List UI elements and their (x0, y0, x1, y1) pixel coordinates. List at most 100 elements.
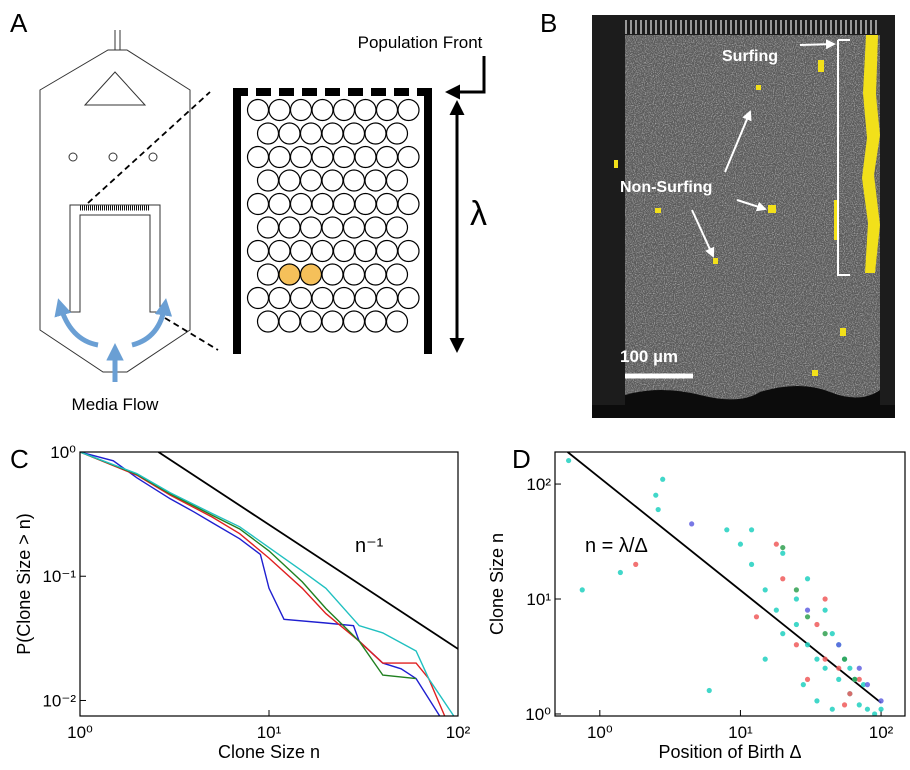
y-tick-label: 10⁻¹ (42, 567, 76, 586)
point (780, 544, 786, 551)
cell (397, 286, 420, 310)
x-tick-label: 10² (869, 723, 894, 742)
x-tick-label: 10⁰ (587, 723, 613, 742)
cell (375, 286, 399, 310)
point (773, 607, 779, 613)
chamber-wall (233, 88, 241, 354)
point (748, 561, 755, 567)
front-arrow (445, 56, 486, 100)
point (847, 665, 853, 671)
dark-edge (592, 386, 895, 418)
y-tick-label: 10⁰ (50, 443, 76, 462)
point (804, 614, 811, 620)
point (793, 642, 799, 648)
y-tick-label: 10⁻² (42, 691, 76, 710)
cell (332, 286, 356, 310)
cell (256, 169, 280, 192)
point (822, 656, 828, 662)
x-tick-label: 10¹ (257, 723, 282, 742)
cell (246, 192, 270, 216)
point (660, 476, 666, 482)
non-surfing-label: Non-Surfing (620, 179, 712, 196)
point (800, 682, 806, 688)
flow-arrow (54, 298, 99, 348)
point (836, 642, 842, 648)
point (762, 656, 768, 662)
cell (385, 310, 409, 333)
cell (332, 98, 356, 122)
panel-label: D (512, 444, 531, 474)
cell (342, 263, 366, 286)
cell (354, 145, 377, 169)
panel-label: C (10, 444, 29, 474)
point (841, 656, 848, 662)
point (804, 576, 811, 582)
cell (256, 263, 280, 286)
point (753, 614, 760, 620)
point (841, 702, 848, 708)
point (566, 457, 572, 464)
cell (375, 239, 399, 263)
cell (364, 263, 387, 286)
point (780, 576, 786, 582)
point (860, 682, 867, 688)
cell (332, 239, 356, 263)
flow-arrows (54, 298, 173, 382)
cell (246, 145, 270, 169)
annotation: n = λ/Δ (585, 535, 648, 557)
point (822, 607, 828, 613)
cell (289, 286, 313, 310)
series-line (80, 452, 417, 680)
cell (375, 192, 399, 216)
point (579, 587, 585, 593)
point (836, 665, 842, 671)
cell (256, 310, 280, 333)
point (847, 691, 853, 697)
cell (397, 239, 420, 263)
chart: 10⁰ 10¹ 10² 10⁰ 10⁻¹ 10⁻² Clone Size n P(Clone … (14, 443, 471, 762)
point (856, 702, 862, 708)
lambda-label: λ (470, 195, 487, 233)
point (773, 541, 779, 547)
point (856, 676, 862, 682)
point (793, 621, 799, 628)
triangle (83, 71, 147, 106)
cell (268, 286, 291, 310)
point (804, 607, 811, 613)
arrow (724, 110, 752, 173)
cell (268, 145, 291, 169)
cell (268, 98, 291, 122)
device-outline (39, 49, 191, 373)
surfing-arrow (799, 39, 836, 50)
cell (397, 192, 420, 216)
surfing-bracket (837, 39, 850, 276)
point (737, 541, 744, 547)
cell (364, 216, 387, 239)
plot-area (80, 452, 458, 716)
point (655, 506, 661, 513)
point (706, 687, 712, 694)
point (872, 711, 878, 716)
cell (278, 263, 301, 286)
cell (299, 310, 323, 333)
point (822, 596, 828, 602)
point (814, 698, 820, 704)
cell (278, 310, 301, 333)
cell (385, 169, 409, 192)
clone (840, 328, 846, 336)
cell (332, 192, 356, 216)
cell (268, 239, 291, 263)
clone (655, 208, 661, 213)
point (793, 596, 799, 602)
cell (311, 98, 334, 122)
y-tick-label: 10⁰ (525, 705, 551, 724)
surfing-label: Surfing (722, 48, 778, 65)
cell (256, 122, 280, 145)
cell (256, 216, 280, 239)
cell (278, 122, 301, 145)
y-axis-label: P(Clone Size > n) (14, 513, 34, 655)
x-tick-label: 10¹ (728, 723, 753, 742)
point (653, 492, 659, 498)
cell (342, 216, 366, 239)
